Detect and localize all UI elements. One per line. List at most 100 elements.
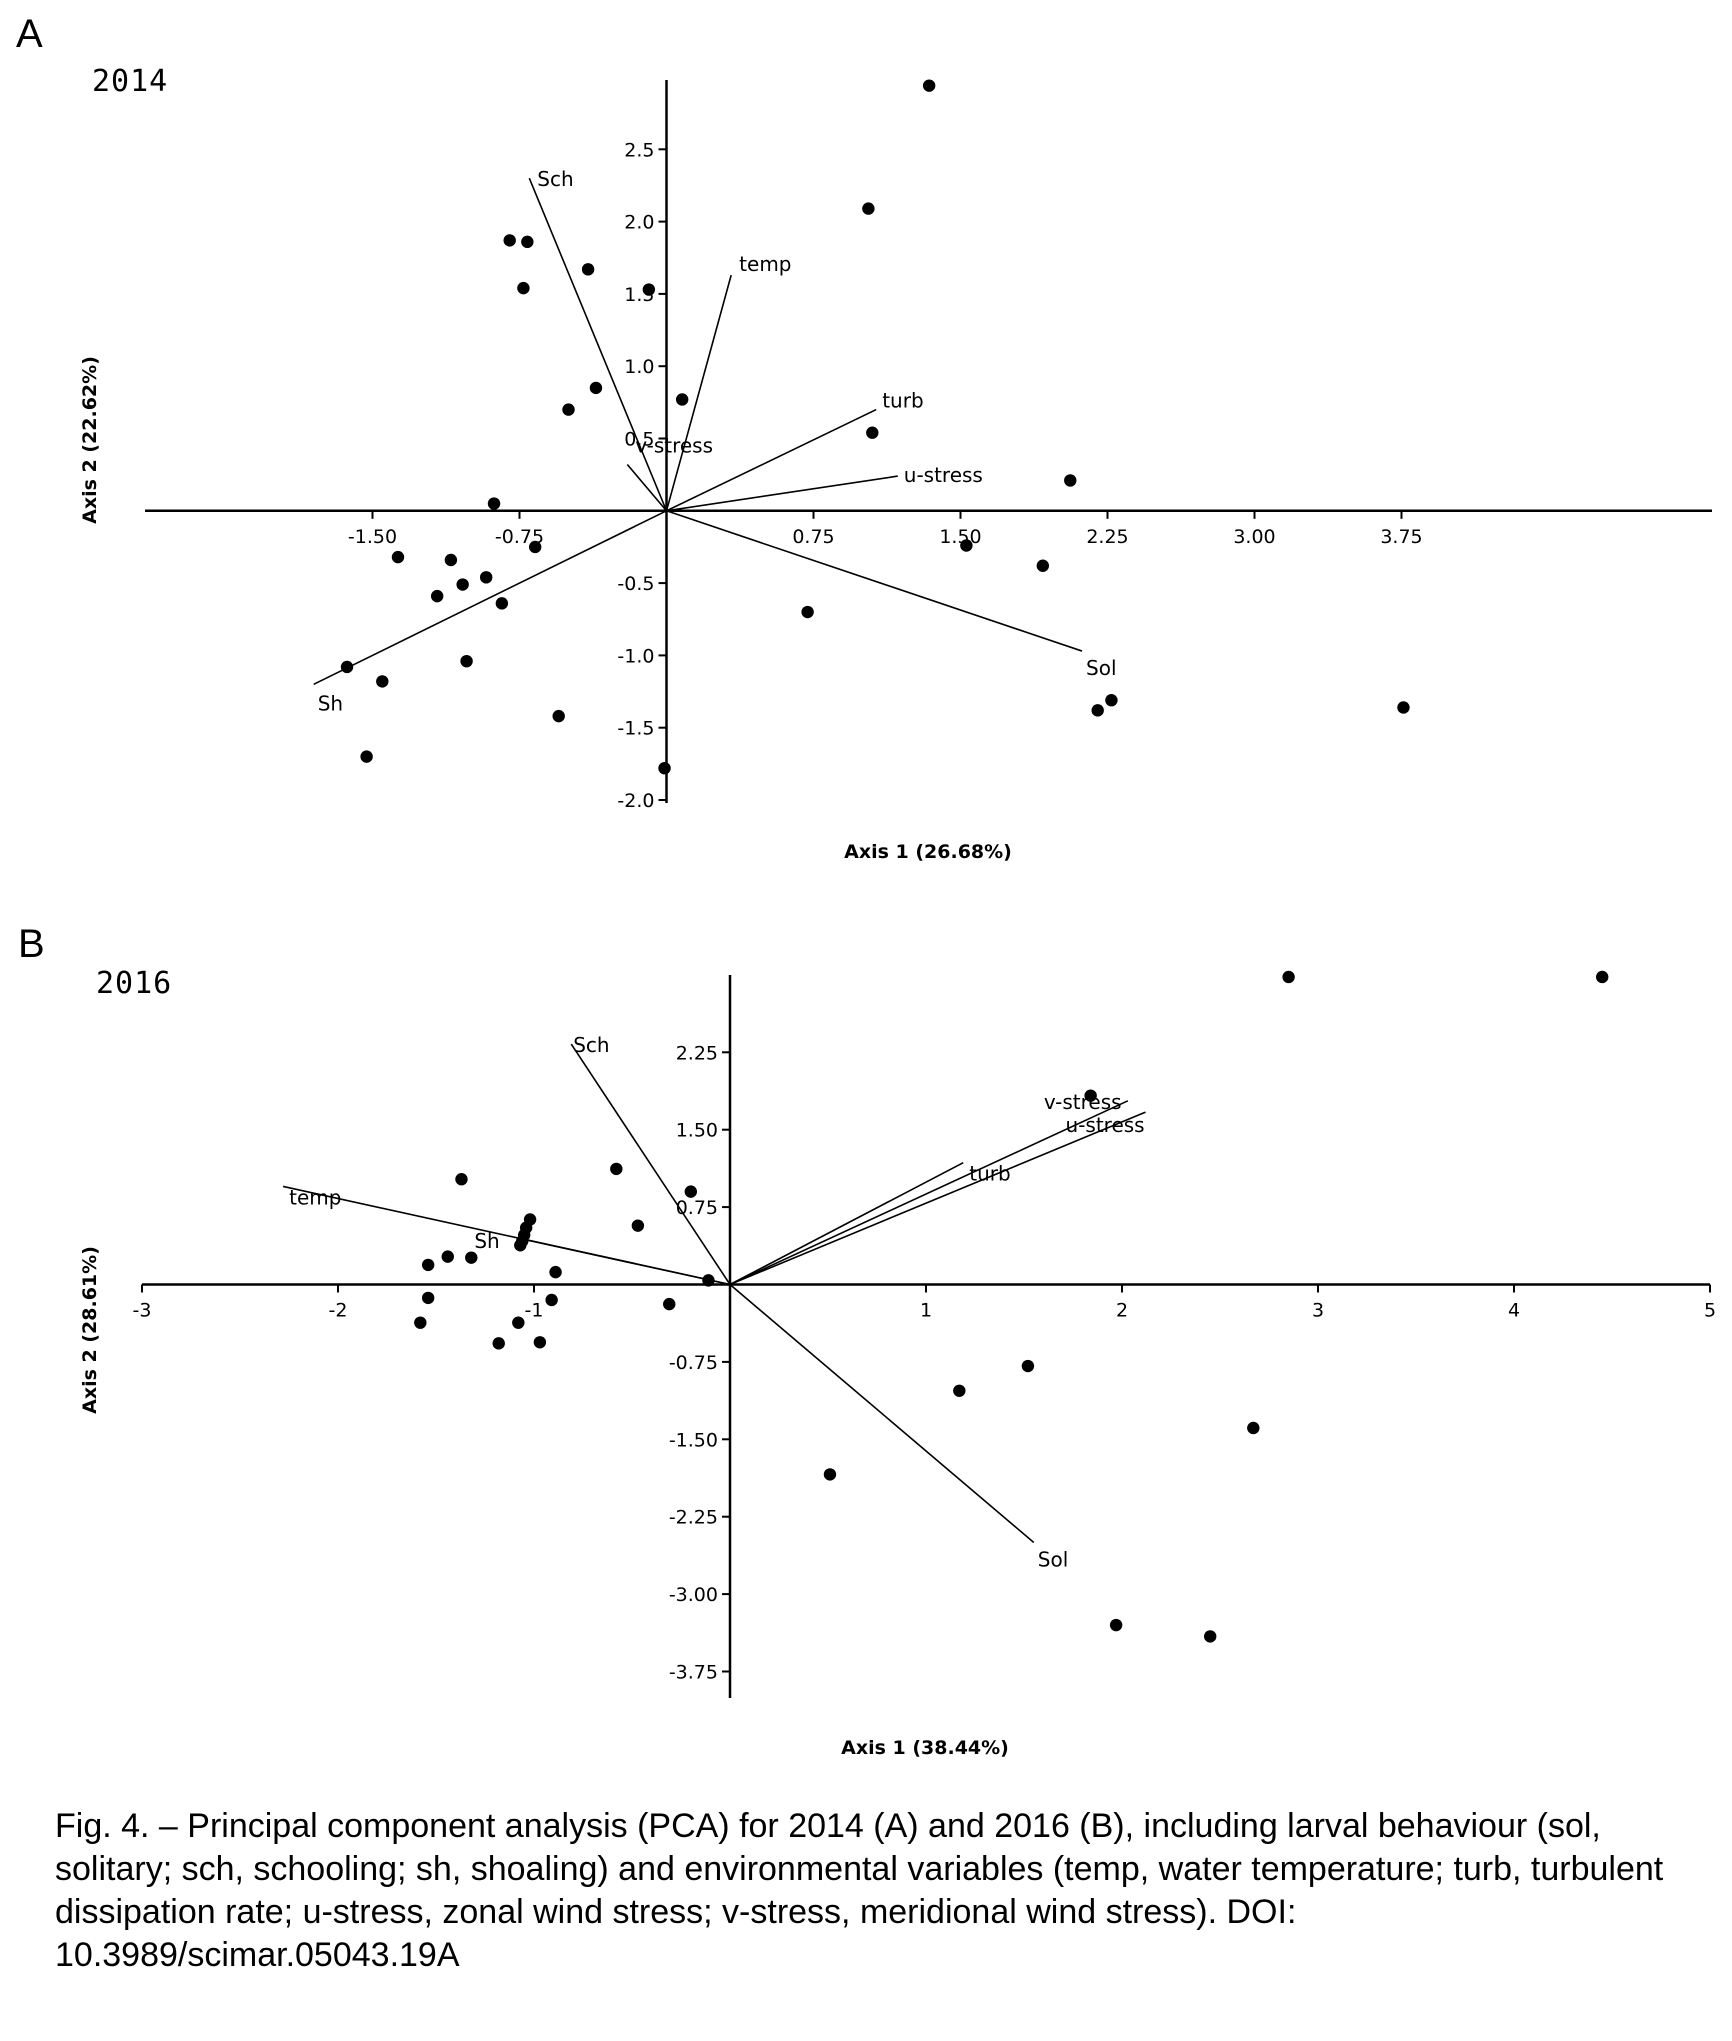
loading-vector-sol xyxy=(729,1283,1035,1544)
y-tick-label: 2.25 xyxy=(676,1042,718,1064)
vector-label-u-stress: u-stress xyxy=(904,463,983,487)
data-point xyxy=(562,403,575,416)
data-point xyxy=(702,1274,715,1287)
y-axis-title: Axis 2 (22.62%) xyxy=(79,356,101,524)
loading-vector-turb xyxy=(666,408,877,512)
x-tick-label: 5 xyxy=(1704,1300,1716,1322)
vector-label-sh: Sh xyxy=(318,691,343,715)
data-point xyxy=(684,1185,697,1198)
x-tick-label: 3.75 xyxy=(1380,526,1422,548)
loading-vector-sh xyxy=(518,1237,731,1286)
data-point xyxy=(479,571,493,584)
loading-vector-turb xyxy=(729,1162,964,1286)
data-point xyxy=(631,1219,645,1232)
y-tick-label: -3.75 xyxy=(669,1662,718,1684)
x-tick-label: 0.75 xyxy=(792,526,834,548)
data-point xyxy=(675,393,689,406)
vector-label-u-stress: u-stress xyxy=(1066,1113,1145,1137)
data-point xyxy=(953,1384,966,1397)
data-point xyxy=(1105,694,1118,707)
data-point xyxy=(487,497,501,510)
x-tick-label: 2.25 xyxy=(1086,526,1128,548)
y-tick-label: 0.75 xyxy=(676,1197,718,1219)
y-tick-label: -0.75 xyxy=(669,1352,718,1374)
vector-label-v-stress: v-stress xyxy=(1044,1090,1122,1114)
data-point xyxy=(1084,1089,1097,1102)
data-point xyxy=(549,1265,562,1279)
loading-vector-v-stress xyxy=(626,464,668,512)
chart-a-title: 2014 xyxy=(92,64,169,99)
data-point xyxy=(495,597,509,610)
data-point xyxy=(1247,1421,1260,1435)
y-tick-label: 0.5 xyxy=(624,429,654,451)
data-point xyxy=(960,539,973,552)
y-tick-label: -3.00 xyxy=(669,1584,718,1606)
data-point xyxy=(533,1336,547,1349)
data-point xyxy=(1397,701,1410,714)
data-point xyxy=(1021,1359,1035,1373)
x-tick-label: 3.00 xyxy=(1233,526,1275,548)
vector-label-sch: Sch xyxy=(537,167,573,191)
y-tick-label: -2.0 xyxy=(617,790,654,812)
data-point xyxy=(460,654,473,668)
vector-label-sh: Sh xyxy=(474,1229,499,1253)
y-tick-label: -0.5 xyxy=(617,573,654,595)
y-tick-label: -1.0 xyxy=(617,645,654,667)
pca-chart-2014: -1.50 -0.75 0.75 1.50 2.25 3.00 3.75-2.0-1.5-1… xyxy=(79,79,1712,863)
vector-label-sch: Sch xyxy=(573,1033,609,1057)
figure-caption: Fig. 4. – Principal component analysis (… xyxy=(55,1807,1664,1974)
loading-vector-sh xyxy=(313,510,667,686)
loading-vector-sch xyxy=(528,177,668,512)
data-point xyxy=(512,1316,525,1329)
x-axis-title: Axis 1 (26.68%) xyxy=(844,841,1012,863)
vector-label-sol: Sol xyxy=(1086,656,1117,680)
data-point xyxy=(1596,970,1609,984)
data-point xyxy=(421,1258,435,1272)
data-point xyxy=(444,553,458,567)
x-tick-label: 3 xyxy=(1312,1300,1324,1322)
data-point xyxy=(1036,559,1050,572)
data-point xyxy=(801,605,814,619)
x-tick-label: -1 xyxy=(525,1300,544,1322)
data-point xyxy=(492,1337,505,1350)
data-point xyxy=(455,1173,468,1186)
data-point xyxy=(642,283,656,296)
loading-vector-temp xyxy=(665,274,732,512)
data-point xyxy=(514,1239,527,1252)
data-point xyxy=(503,234,516,247)
y-tick-label: -1.50 xyxy=(669,1429,718,1451)
data-point xyxy=(376,675,389,688)
data-point xyxy=(1204,1630,1217,1643)
vector-label-v-stress: v-stress xyxy=(635,434,713,458)
data-point xyxy=(545,1293,558,1307)
y-tick-label: 1.50 xyxy=(676,1120,718,1142)
loading-vector-sch xyxy=(570,1043,731,1285)
data-point xyxy=(1282,970,1295,984)
loading-vector-sol xyxy=(666,510,1083,652)
x-axis-title: Axis 1 (38.44%) xyxy=(841,1737,1009,1759)
data-point xyxy=(1091,704,1104,717)
x-tick-label: -2 xyxy=(329,1300,348,1322)
data-point xyxy=(465,1251,478,1264)
data-point xyxy=(862,202,875,215)
loading-vector-u-stress xyxy=(729,1111,1146,1286)
y-axis-title: Axis 2 (28.61%) xyxy=(79,1246,101,1414)
vector-label-sol: Sol xyxy=(1038,1548,1069,1572)
data-point xyxy=(610,1162,623,1176)
data-point xyxy=(866,426,879,439)
y-tick-label: 2.0 xyxy=(624,212,654,234)
data-point xyxy=(1064,474,1077,487)
data-point xyxy=(528,540,542,554)
x-tick-label: 2 xyxy=(1116,1300,1128,1322)
data-point xyxy=(581,263,595,276)
data-point xyxy=(340,660,354,674)
vector-label-temp: temp xyxy=(289,1185,341,1209)
y-tick-label: -1.5 xyxy=(617,718,654,740)
data-point xyxy=(552,709,565,723)
data-point xyxy=(521,235,534,249)
data-point xyxy=(456,578,469,591)
panel-label-b: B xyxy=(18,922,45,966)
loading-vector-v-stress xyxy=(729,1100,1129,1286)
vector-label-turb: turb xyxy=(882,389,923,413)
data-point xyxy=(421,1291,435,1305)
